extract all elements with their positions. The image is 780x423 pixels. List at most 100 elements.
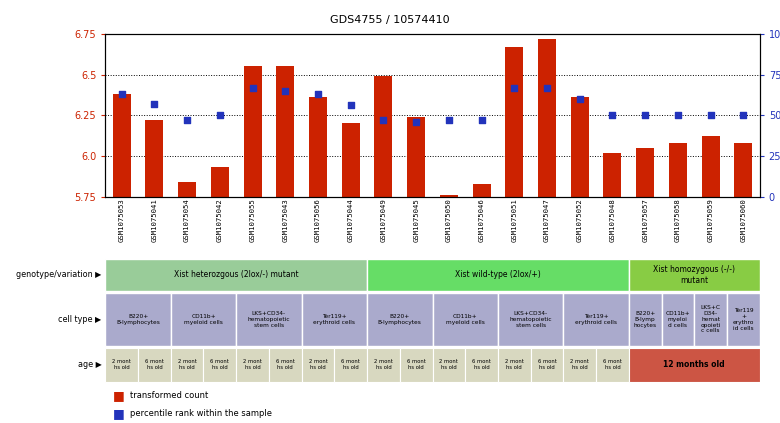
Text: 2 mont
hs old: 2 mont hs old [570,360,589,370]
Bar [473,184,491,197]
Bar [465,348,498,382]
Text: B220+
B-lymp
hocytes: B220+ B-lymp hocytes [633,311,657,328]
Bar [538,39,556,197]
Point [704,112,717,119]
Text: GSM1075055: GSM1075055 [250,198,256,242]
Text: CD11b+
myeloid cells: CD11b+ myeloid cells [446,314,484,325]
Text: 12 months old: 12 months old [664,360,725,369]
Text: LKS+CD34-
hematopoietic
stem cells: LKS+CD34- hematopoietic stem cells [248,311,290,328]
Text: GSM1075042: GSM1075042 [217,198,223,242]
Bar [661,293,694,346]
Point [737,112,750,119]
Point [672,112,684,119]
Text: cell type ▶: cell type ▶ [58,315,101,324]
Text: CD11b+
myeloid cells: CD11b+ myeloid cells [184,314,223,325]
Bar [269,348,302,382]
Text: Xist wild-type (2lox/+): Xist wild-type (2lox/+) [455,270,541,280]
Text: Xist homozygous (-/-)
mutant: Xist homozygous (-/-) mutant [654,265,736,285]
Bar [302,293,367,346]
Text: ■: ■ [113,407,125,420]
Text: age ▶: age ▶ [78,360,101,369]
Bar [629,259,760,291]
Text: 6 mont
hs old: 6 mont hs old [472,360,491,370]
Text: 2 mont
hs old: 2 mont hs old [178,360,197,370]
Bar [433,293,498,346]
Text: Ter119
+
erythro
id cells: Ter119 + erythro id cells [732,308,754,330]
Text: 6 mont
hs old: 6 mont hs old [276,360,295,370]
Text: CD11b+
myeloi
d cells: CD11b+ myeloi d cells [665,311,690,328]
Text: GDS4755 / 10574410: GDS4755 / 10574410 [330,15,450,25]
Text: 2 mont
hs old: 2 mont hs old [112,360,131,370]
Point [115,91,128,97]
Bar [669,143,687,197]
Bar [367,348,400,382]
Text: LKS+CD34-
hematopoietic
stem cells: LKS+CD34- hematopoietic stem cells [509,311,552,328]
Bar [629,293,661,346]
Bar [171,293,236,346]
Text: GSM1075057: GSM1075057 [642,198,648,242]
Text: GSM1075046: GSM1075046 [479,198,484,242]
Text: 2 mont
hs old: 2 mont hs old [374,360,393,370]
Text: GSM1075045: GSM1075045 [413,198,419,242]
Text: GSM1075056: GSM1075056 [315,198,321,242]
Bar [498,348,530,382]
Bar [342,124,360,197]
Text: 6 mont
hs old: 6 mont hs old [603,360,622,370]
Bar [505,47,523,197]
Text: Ter119+
erythroid cells: Ter119+ erythroid cells [314,314,356,325]
Point [508,84,520,91]
Text: genotype/variation ▶: genotype/variation ▶ [16,270,101,280]
Text: GSM1075049: GSM1075049 [381,198,386,242]
Text: 2 mont
hs old: 2 mont hs old [439,360,459,370]
Point [148,101,161,107]
Bar [702,137,720,197]
Text: GSM1075051: GSM1075051 [512,198,517,242]
Point [181,117,193,124]
Bar [374,76,392,197]
Bar [563,348,596,382]
Bar [138,348,171,382]
Text: GSM1075053: GSM1075053 [119,198,125,242]
Point [345,102,357,109]
Text: GSM1075048: GSM1075048 [609,198,615,242]
Point [606,112,619,119]
Text: 6 mont
hs old: 6 mont hs old [537,360,556,370]
Text: transformed count: transformed count [130,391,208,400]
Bar [105,259,367,291]
Text: GSM1075041: GSM1075041 [151,198,158,242]
Text: GSM1075058: GSM1075058 [675,198,681,242]
Text: B220+
B-lymphocytes: B220+ B-lymphocytes [116,314,160,325]
Bar [171,348,204,382]
Text: GSM1075060: GSM1075060 [740,198,746,242]
Point [541,84,553,91]
Bar [734,143,753,197]
Point [279,88,292,94]
Point [246,84,259,91]
Text: 6 mont
hs old: 6 mont hs old [211,360,229,370]
Text: percentile rank within the sample: percentile rank within the sample [130,409,272,418]
Bar [236,293,302,346]
Point [475,117,488,124]
Bar [629,348,760,382]
Text: LKS+C
D34-
hemat
opoieti
c cells: LKS+C D34- hemat opoieti c cells [700,305,721,333]
Text: GSM1075059: GSM1075059 [707,198,714,242]
Text: GSM1075050: GSM1075050 [446,198,452,242]
Bar [596,348,629,382]
Bar [335,348,367,382]
Bar [309,97,327,197]
Text: GSM1075052: GSM1075052 [576,198,583,242]
Bar [302,348,335,382]
Bar [105,293,171,346]
Bar [236,348,269,382]
Bar [407,117,425,197]
Text: 6 mont
hs old: 6 mont hs old [342,360,360,370]
Text: GSM1075047: GSM1075047 [544,198,550,242]
Bar [367,259,629,291]
Bar [112,94,131,197]
Point [214,112,226,119]
Bar [276,66,294,197]
Bar [211,168,229,197]
Bar [498,293,563,346]
Text: 6 mont
hs old: 6 mont hs old [406,360,426,370]
Text: 6 mont
hs old: 6 mont hs old [145,360,164,370]
